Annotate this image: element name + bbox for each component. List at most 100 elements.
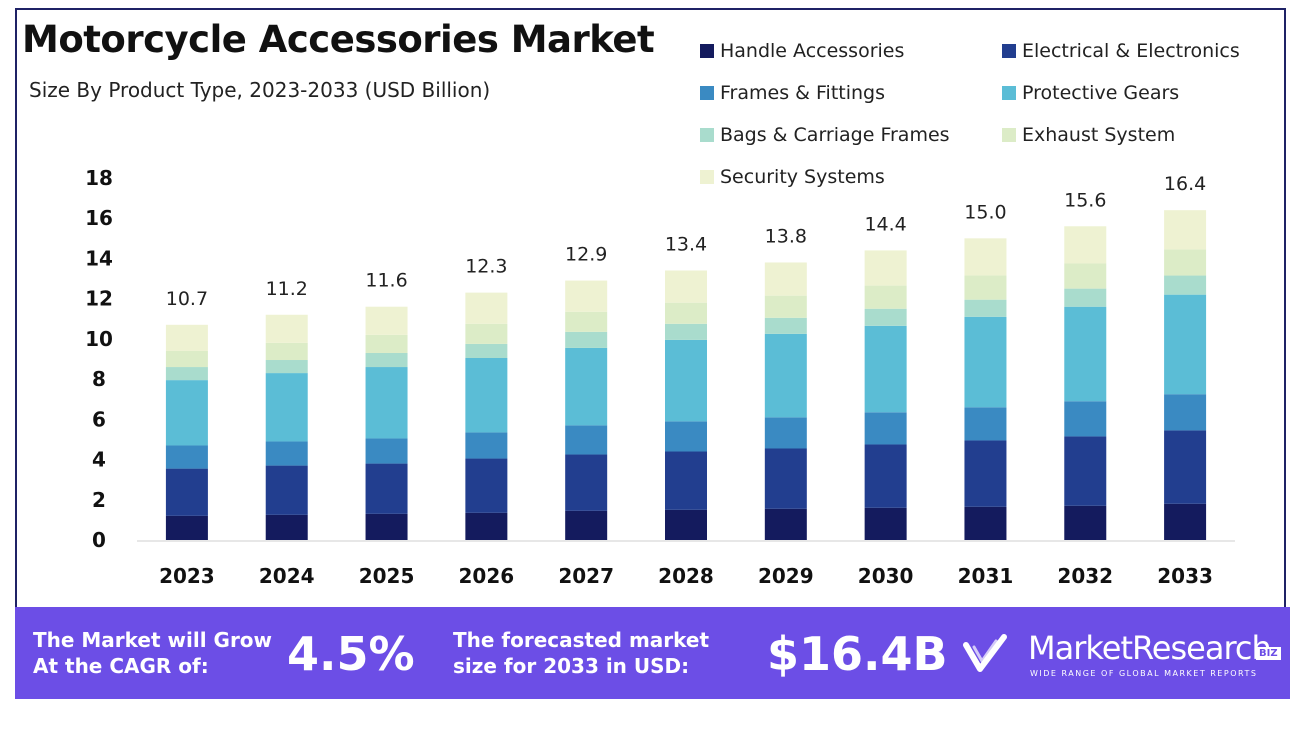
bar-segment (365, 513, 408, 540)
bar-segment (665, 302, 707, 324)
legend-swatch (1002, 86, 1016, 100)
x-tick-label: 2024 (259, 564, 315, 588)
x-tick-label: 2028 (658, 564, 714, 588)
bar-segment (265, 514, 308, 540)
y-tick-label: 18 (85, 166, 113, 190)
bar-segment (1164, 210, 1207, 250)
bar-segment (165, 367, 208, 381)
bar-segment (565, 311, 608, 332)
x-tick-label: 2025 (359, 564, 415, 588)
bar-total-label: 15.0 (964, 201, 1006, 223)
legend-label: Frames & Fittings (720, 82, 885, 104)
legend-item-exhaust-system: Exhaust System (1002, 124, 1175, 146)
legend-item-frames-fittings: Frames & Fittings (700, 82, 885, 104)
legend-item-security-systems: Security Systems (700, 166, 885, 188)
bar-segment (1064, 436, 1107, 506)
legend-item-electrical-electronics: Electrical & Electronics (1002, 40, 1240, 62)
bar-total-label: 11.2 (266, 278, 308, 300)
bar-segment (1064, 263, 1107, 289)
bar-segment (565, 347, 608, 426)
bar-segment (964, 238, 1007, 276)
bar-segment (665, 509, 707, 540)
brand-name: MarketResearch (1028, 629, 1272, 667)
bar-segment (465, 458, 508, 513)
bar-segment (1064, 401, 1107, 437)
bar-segment (565, 331, 608, 348)
brand-tagline: WIDE RANGE OF GLOBAL MARKET REPORTS (1030, 669, 1258, 678)
bar-segment (964, 316, 1007, 408)
x-tick-label: 2033 (1157, 564, 1213, 588)
bar-segment (864, 285, 907, 309)
bar-segment (465, 432, 508, 459)
bar-segment (864, 250, 907, 286)
x-tick-label: 2029 (758, 564, 814, 588)
bar-segment (665, 270, 707, 303)
legend-swatch (700, 170, 714, 184)
bar-segment (964, 275, 1007, 300)
bar-segment (764, 262, 807, 296)
x-tick-label: 2026 (459, 564, 515, 588)
bar-segment (764, 508, 807, 540)
forecast-label: The forecasted market size for 2033 in U… (453, 627, 709, 679)
bar-segment (964, 407, 1007, 441)
bar-segment (964, 440, 1007, 507)
bar-segment (465, 323, 508, 344)
bar-segment (1164, 275, 1207, 295)
forecast-label-line1: The forecasted market (453, 628, 710, 652)
legend-item-handle-accessories: Handle Accessories (700, 40, 904, 62)
bar-segment (165, 515, 208, 540)
bar-segment (864, 444, 907, 508)
bar-segment (165, 380, 208, 446)
bar-segment (665, 451, 707, 510)
bar-segment (764, 417, 807, 449)
cagr-label-line1: The Market will Grow (33, 628, 273, 652)
bar-segment (465, 512, 508, 540)
bar-segment (864, 325, 907, 413)
bar-segment (365, 438, 408, 464)
legend-label: Security Systems (720, 166, 885, 188)
cagr-label-line2: At the CAGR of: (33, 654, 209, 678)
legend-swatch (700, 86, 714, 100)
bar-segment (1164, 430, 1207, 504)
y-tick-label: 12 (85, 287, 113, 311)
bar-segment (764, 333, 807, 418)
bar-total-label: 12.9 (565, 244, 607, 266)
bar-segment (565, 425, 608, 455)
legend-item-bags-carriage-frames: Bags & Carriage Frames (700, 124, 950, 146)
bar-total-label: 16.4 (1164, 173, 1206, 195)
bar-segment (1164, 503, 1207, 540)
y-tick-label: 10 (85, 327, 113, 351)
bar-segment (365, 306, 408, 335)
bar-segment (565, 454, 608, 511)
stacked-bar-chart: 0 2 4 6 8 10 12 14 16 18 10.7 2023 11.2 2024 11.6 2025 1… (85, 166, 1235, 588)
forecast-value: $16.4B (767, 627, 948, 681)
bar-segment (864, 412, 907, 445)
bar-segment (365, 334, 408, 353)
bar-segment (565, 280, 608, 312)
x-tick-label: 2023 (159, 564, 215, 588)
bar-segment (165, 324, 208, 351)
bar-total-label: 15.6 (1064, 189, 1106, 211)
bar-segment (165, 468, 208, 516)
bar-segment (1064, 288, 1107, 307)
bar-segment (365, 352, 408, 368)
legend-label: Handle Accessories (720, 40, 905, 62)
cagr-value: 4.5% (287, 627, 415, 681)
bar-segment (864, 507, 907, 540)
bar-segment (864, 308, 907, 326)
bar-segment (665, 421, 707, 452)
bar-segment (465, 343, 508, 358)
cagr-label: The Market will Grow At the CAGR of: (33, 627, 272, 679)
bar-segment (1164, 249, 1207, 276)
bar-total-label: 11.6 (365, 270, 407, 292)
bar-segment (1164, 294, 1207, 395)
bar-total-label: 10.7 (166, 288, 208, 310)
y-tick-label: 2 (92, 488, 106, 512)
bar-total-label: 13.4 (665, 234, 707, 256)
chart-subtitle: Size By Product Type, 2023-2033 (USD Bil… (29, 78, 491, 102)
bar-segment (964, 299, 1007, 317)
bar-segment (665, 339, 707, 422)
legend-swatch (1002, 128, 1016, 142)
bar-segment (764, 448, 807, 509)
bar-segment (964, 506, 1007, 540)
